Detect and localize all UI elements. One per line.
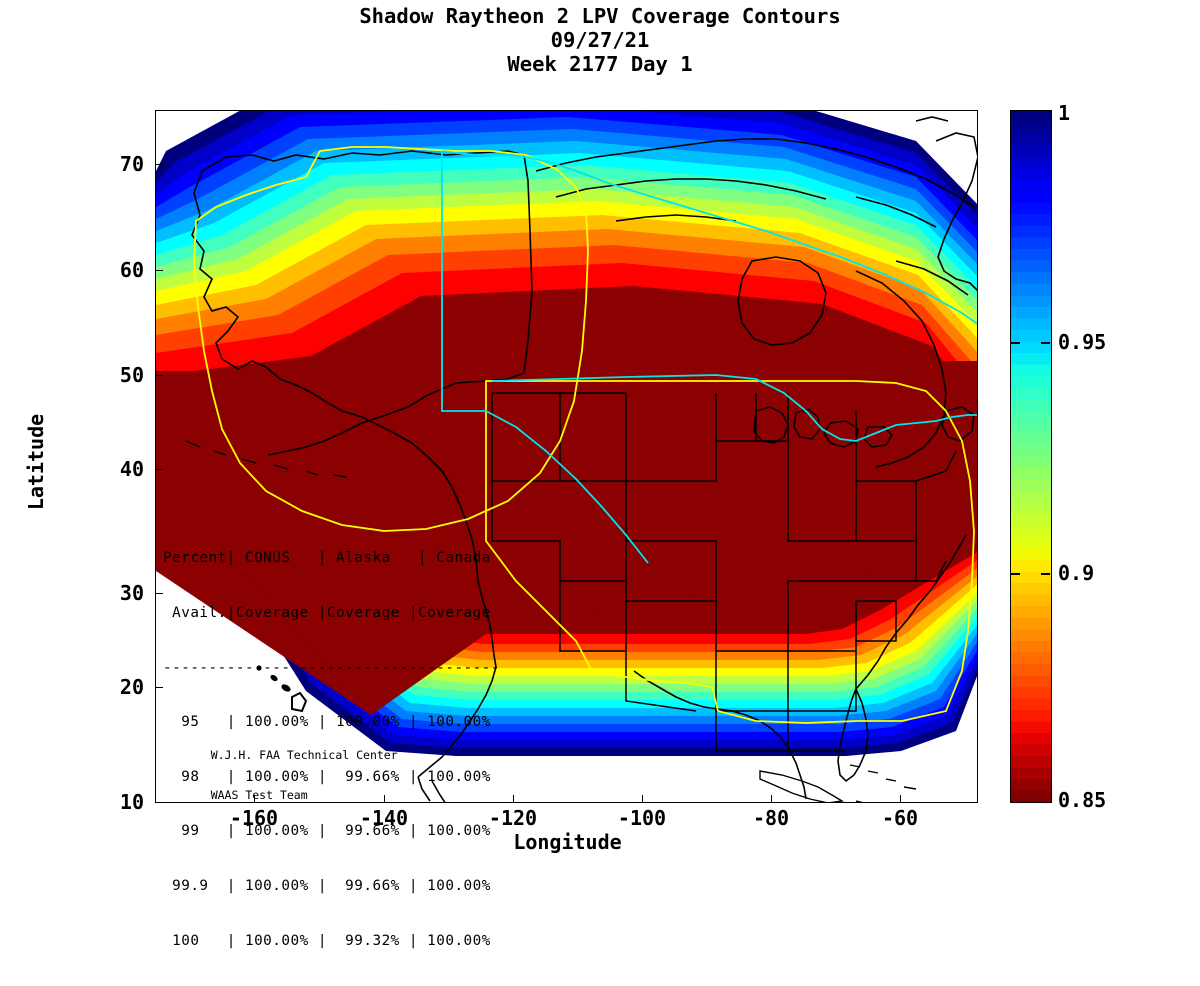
stats-row-98: 98 | 100.00% | 99.66% | 100.00% [163,768,491,785]
canada-border-layer [441,150,977,564]
x-tick-label-160: -160 [229,806,279,830]
credit-block: W.J.H. FAA Technical Center WAAS Test Te… [183,735,398,816]
colorbar-tick-mark-095-right [1041,342,1050,344]
y-tick-mark-50 [155,375,163,377]
figure-title: Shadow Raytheon 2 LPV Coverage Contours … [0,4,1200,76]
stats-separator: ------------------------------------- [163,659,500,676]
figure-canvas: Shadow Raytheon 2 LPV Coverage Contours … [0,4,1200,949]
map-plot-area [155,110,978,803]
colorbar-tick-mark-09-left [1011,573,1020,575]
title-line-2: 09/27/21 [550,28,650,52]
credit-line-1: W.J.H. FAA Technical Center [210,747,398,762]
y-tick-mark-30 [155,593,163,595]
service-volume-conus [485,380,975,724]
title-line-1: Shadow Raytheon 2 LPV Coverage Contours [359,4,841,28]
coastline-canada-east [855,270,947,468]
x-tick-label-60: -60 [881,806,919,830]
hawaii-kauai [256,665,262,671]
x-tick-label-100: -100 [617,806,667,830]
coastline-alaska [191,150,533,456]
colorbar-gradient [1011,111,1051,802]
colorbar-label-085: 0.85 [1058,788,1107,812]
colorbar-label-09: 0.9 [1058,561,1095,585]
x-axis-title: Longitude [513,830,622,854]
canada-us-border [491,374,977,442]
x-tick-mark-140 [384,795,386,803]
y-tick-mark-60 [155,270,163,272]
coastline-greenland [915,116,977,292]
coastline-great-lakes [753,406,893,448]
x-tick-mark-160 [254,795,256,803]
y-axis-title: Latitude [24,413,49,511]
credit-line-2: WAAS Test Team [210,788,308,802]
stats-row-95: 95 | 100.00% | 100.00% | 100.00% [163,714,491,731]
stats-row-100: 100 | 100.00% | 99.32% | 100.00% [163,932,491,949]
contour-interior-fill-2 [216,361,977,715]
y-tick-mark-10 [155,802,163,804]
coverage-map-svg [156,111,977,802]
hawaii-maui [281,684,291,692]
stats-row-99: 99 | 100.00% | 99.66% | 100.00% [163,823,491,840]
coastline-aleutians [185,440,347,478]
x-tick-label-140: -140 [359,806,409,830]
hawaii-bigisland [291,691,308,713]
stats-row-999: 99.9 | 100.00% | 99.66% | 100.00% [163,878,491,895]
hawaii-layer [256,665,308,713]
x-tick-mark-120 [513,795,515,803]
stats-header-1: Percent| CONUS | Alaska | Canada [163,550,491,567]
coastline-antilles [849,764,917,802]
y-tick-label-10: 10 [119,790,144,814]
colorbar-tick-mark-095-left [1011,342,1020,344]
y-tick-label-40: 40 [119,457,144,481]
state-boundaries-layer [491,392,957,752]
coastline-newfoundland [941,406,975,442]
coastline-florida [837,686,869,783]
y-tick-label-50: 50 [119,363,144,387]
coastline-hudson-bay [737,256,827,346]
stats-header-2: Avail.|Coverage |Coverage |Coverage [163,605,491,622]
colorbar-label-095: 0.95 [1058,330,1107,354]
y-tick-label-30: 30 [119,581,144,605]
coastline-us-west [417,580,497,778]
coastline-cuba [759,770,845,802]
canada-alaska-east-border [441,151,649,564]
y-tick-mark-70 [155,164,163,166]
coastline-baja [417,776,446,802]
coastline-us-east [855,534,967,690]
colorbar-tick-mark-09-right [1041,573,1050,575]
y-tick-label-20: 20 [119,675,144,699]
service-volume-layer [193,146,975,724]
colorbar-label-1: 1 [1058,101,1071,125]
x-tick-mark-80 [771,795,773,803]
state-boundaries [491,392,957,752]
canada-alaska-border [441,150,977,325]
y-tick-label-70: 70 [119,152,144,176]
colorbar[interactable] [1010,110,1052,803]
x-tick-mark-60 [900,795,902,803]
service-volume-alaska [193,146,589,532]
coverage-contour-bands [156,111,977,756]
coastline-bc [341,410,479,582]
coastline-layer [185,116,977,802]
y-tick-mark-20 [155,687,163,689]
y-tick-label-60: 60 [119,258,144,282]
y-tick-mark-40 [155,469,163,471]
x-tick-label-120: -120 [488,806,538,830]
x-tick-label-80: -80 [752,806,790,830]
x-tick-mark-100 [642,795,644,803]
coastline-gulf [633,670,807,800]
hawaii-oahu [270,674,278,682]
title-line-3: Week 2177 Day 1 [507,52,693,76]
coastline-canada-arctic [535,138,975,296]
